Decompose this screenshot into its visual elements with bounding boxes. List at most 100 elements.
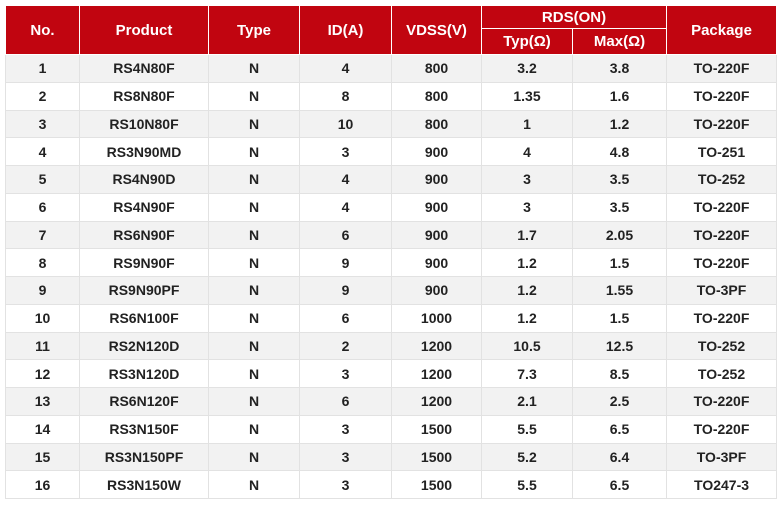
header-id: ID(A) xyxy=(299,5,392,55)
header-rds-on: RDS(ON) xyxy=(480,5,668,29)
table-body: 1 RS4N80F N 4 800 3.2 3.8 TO-220F 2 RS8N80F N 8 800 1… xyxy=(5,54,778,499)
cell-typ: 3 xyxy=(481,165,573,194)
cell-product: RS6N120F xyxy=(79,387,209,416)
cell-no: 11 xyxy=(5,331,80,361)
cell-typ: 5.5 xyxy=(481,470,573,499)
cell-max: 1.55 xyxy=(571,276,668,305)
cell-typ: 1 xyxy=(481,109,573,139)
cell-type: N xyxy=(208,137,300,166)
cell-vdss: 900 xyxy=(391,192,482,222)
cell-id: 10 xyxy=(299,109,392,139)
cell-package: TO-251 xyxy=(666,137,778,166)
cell-vdss: 800 xyxy=(391,54,482,83)
cell-vdss: 900 xyxy=(391,165,482,194)
cell-id: 6 xyxy=(299,387,392,416)
cell-id: 3 xyxy=(299,359,392,388)
cell-id: 3 xyxy=(299,470,392,499)
table-row: 9 RS9N90PF N 9 900 1.2 1.55 TO-3PF xyxy=(5,276,778,305)
table-row: 4 RS3N90MD N 3 900 4 4.8 TO-251 xyxy=(5,137,778,166)
product-spec-table: No. Product Type ID(A) VDSS(V) RDS(ON) P… xyxy=(5,5,778,499)
table-row: 2 RS8N80F N 8 800 1.35 1.6 TO-220F xyxy=(5,81,778,111)
cell-max: 3.8 xyxy=(571,54,668,83)
cell-typ: 5.5 xyxy=(481,414,573,444)
table-row: 5 RS4N90D N 4 900 3 3.5 TO-252 xyxy=(5,165,778,194)
cell-id: 6 xyxy=(299,220,392,250)
cell-package: TO-220F xyxy=(666,220,778,250)
cell-type: N xyxy=(208,276,300,305)
cell-typ: 3 xyxy=(481,192,573,222)
cell-vdss: 1000 xyxy=(391,303,482,333)
cell-no: 9 xyxy=(5,276,80,305)
cell-typ: 7.3 xyxy=(481,359,573,388)
cell-typ: 1.7 xyxy=(481,220,573,250)
cell-package: TO-220F xyxy=(666,303,778,333)
cell-typ: 10.5 xyxy=(481,331,573,361)
cell-typ: 1.2 xyxy=(481,248,573,277)
cell-package: TO-220F xyxy=(666,248,778,277)
cell-product: RS6N90F xyxy=(79,220,209,250)
cell-package: TO-252 xyxy=(666,359,778,388)
cell-no: 13 xyxy=(5,387,80,416)
cell-max: 8.5 xyxy=(571,359,668,388)
cell-type: N xyxy=(208,165,300,194)
table-row: 15 RS3N150PF N 3 1500 5.2 6.4 TO-3PF xyxy=(5,442,778,472)
table-row: 1 RS4N80F N 4 800 3.2 3.8 TO-220F xyxy=(5,54,778,83)
cell-typ: 1.2 xyxy=(481,303,573,333)
cell-id: 9 xyxy=(299,276,392,305)
cell-package: TO-252 xyxy=(666,165,778,194)
cell-package: TO-220F xyxy=(666,54,778,83)
table-row: 12 RS3N120D N 3 1200 7.3 8.5 TO-252 xyxy=(5,359,778,388)
table-row: 10 RS6N100F N 6 1000 1.2 1.5 TO-220F xyxy=(5,303,778,333)
cell-typ: 1.2 xyxy=(481,276,573,305)
cell-no: 2 xyxy=(5,81,80,111)
cell-max: 2.05 xyxy=(571,220,668,250)
cell-product: RS8N80F xyxy=(79,81,209,111)
cell-id: 9 xyxy=(299,248,392,277)
table-row: 14 RS3N150F N 3 1500 5.5 6.5 TO-220F xyxy=(5,414,778,444)
cell-package: TO-220F xyxy=(666,192,778,222)
cell-max: 2.5 xyxy=(571,387,668,416)
header-type: Type xyxy=(208,5,300,55)
cell-vdss: 1500 xyxy=(391,414,482,444)
cell-max: 1.5 xyxy=(571,303,668,333)
cell-vdss: 900 xyxy=(391,248,482,277)
cell-product: RS3N150PF xyxy=(79,442,209,472)
cell-no: 15 xyxy=(5,442,80,472)
cell-package: TO247-3 xyxy=(666,470,778,499)
cell-id: 3 xyxy=(299,442,392,472)
cell-type: N xyxy=(208,359,300,388)
table-row: 16 RS3N150W N 3 1500 5.5 6.5 TO247-3 xyxy=(5,470,778,499)
cell-typ: 5.2 xyxy=(481,442,573,472)
cell-product: RS6N100F xyxy=(79,303,209,333)
cell-id: 6 xyxy=(299,303,392,333)
cell-product: RS3N150W xyxy=(79,470,209,499)
cell-vdss: 800 xyxy=(391,81,482,111)
cell-type: N xyxy=(208,248,300,277)
header-rds-max: Max(Ω) xyxy=(571,28,668,55)
cell-no: 14 xyxy=(5,414,80,444)
cell-no: 16 xyxy=(5,470,80,499)
cell-type: N xyxy=(208,220,300,250)
table-header: No. Product Type ID(A) VDSS(V) RDS(ON) P… xyxy=(5,5,778,55)
cell-vdss: 1500 xyxy=(391,442,482,472)
cell-typ: 1.35 xyxy=(481,81,573,111)
header-vdss: VDSS(V) xyxy=(391,5,482,55)
cell-type: N xyxy=(208,331,300,361)
table-row: 11 RS2N120D N 2 1200 10.5 12.5 TO-252 xyxy=(5,331,778,361)
cell-max: 3.5 xyxy=(571,165,668,194)
cell-package: TO-220F xyxy=(666,387,778,416)
cell-max: 12.5 xyxy=(571,331,668,361)
cell-vdss: 900 xyxy=(391,276,482,305)
cell-no: 1 xyxy=(5,54,80,83)
table-row: 3 RS10N80F N 10 800 1 1.2 TO-220F xyxy=(5,109,778,139)
cell-max: 6.5 xyxy=(571,470,668,499)
cell-vdss: 1200 xyxy=(391,359,482,388)
cell-no: 5 xyxy=(5,165,80,194)
cell-type: N xyxy=(208,303,300,333)
cell-type: N xyxy=(208,414,300,444)
cell-max: 4.8 xyxy=(571,137,668,166)
cell-type: N xyxy=(208,387,300,416)
cell-package: TO-220F xyxy=(666,414,778,444)
cell-type: N xyxy=(208,109,300,139)
cell-package: TO-252 xyxy=(666,331,778,361)
